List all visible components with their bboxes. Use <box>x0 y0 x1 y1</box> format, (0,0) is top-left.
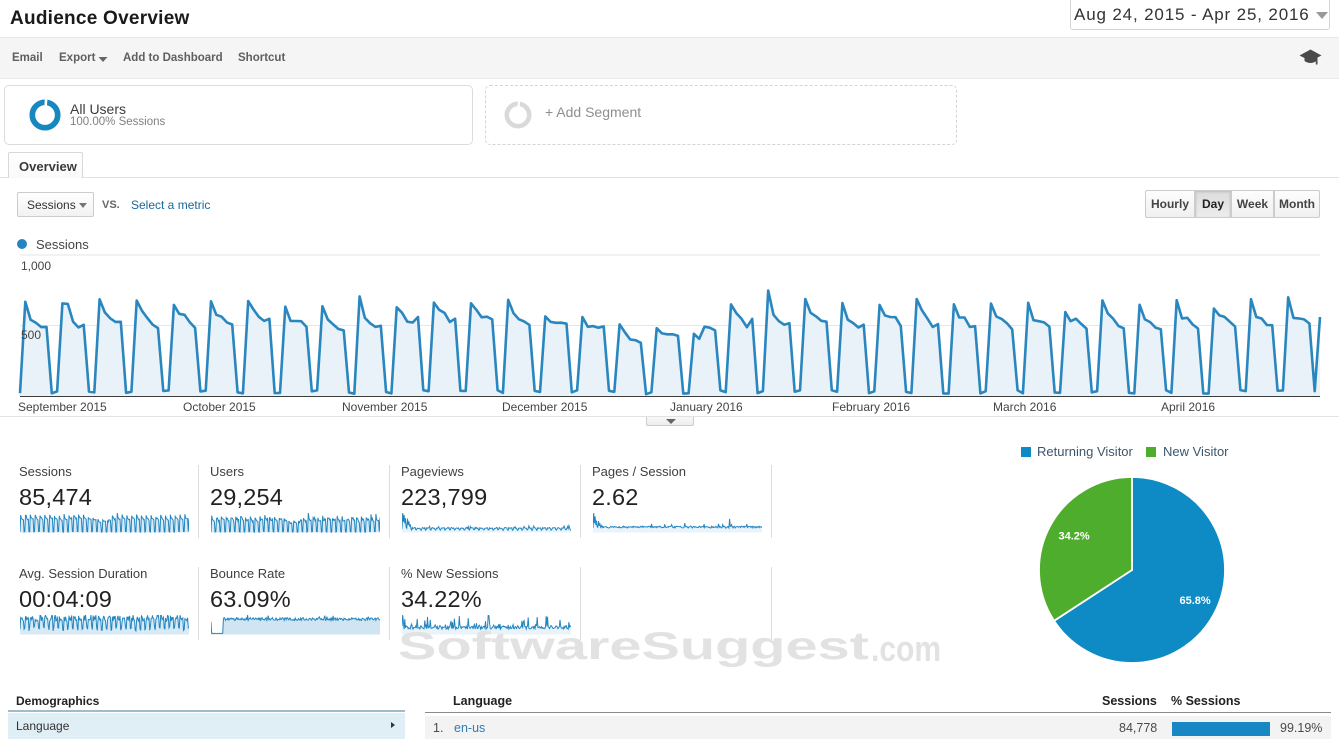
svg-text:34.2%: 34.2% <box>1059 531 1090 543</box>
svg-text:65.8%: 65.8% <box>1180 595 1211 607</box>
